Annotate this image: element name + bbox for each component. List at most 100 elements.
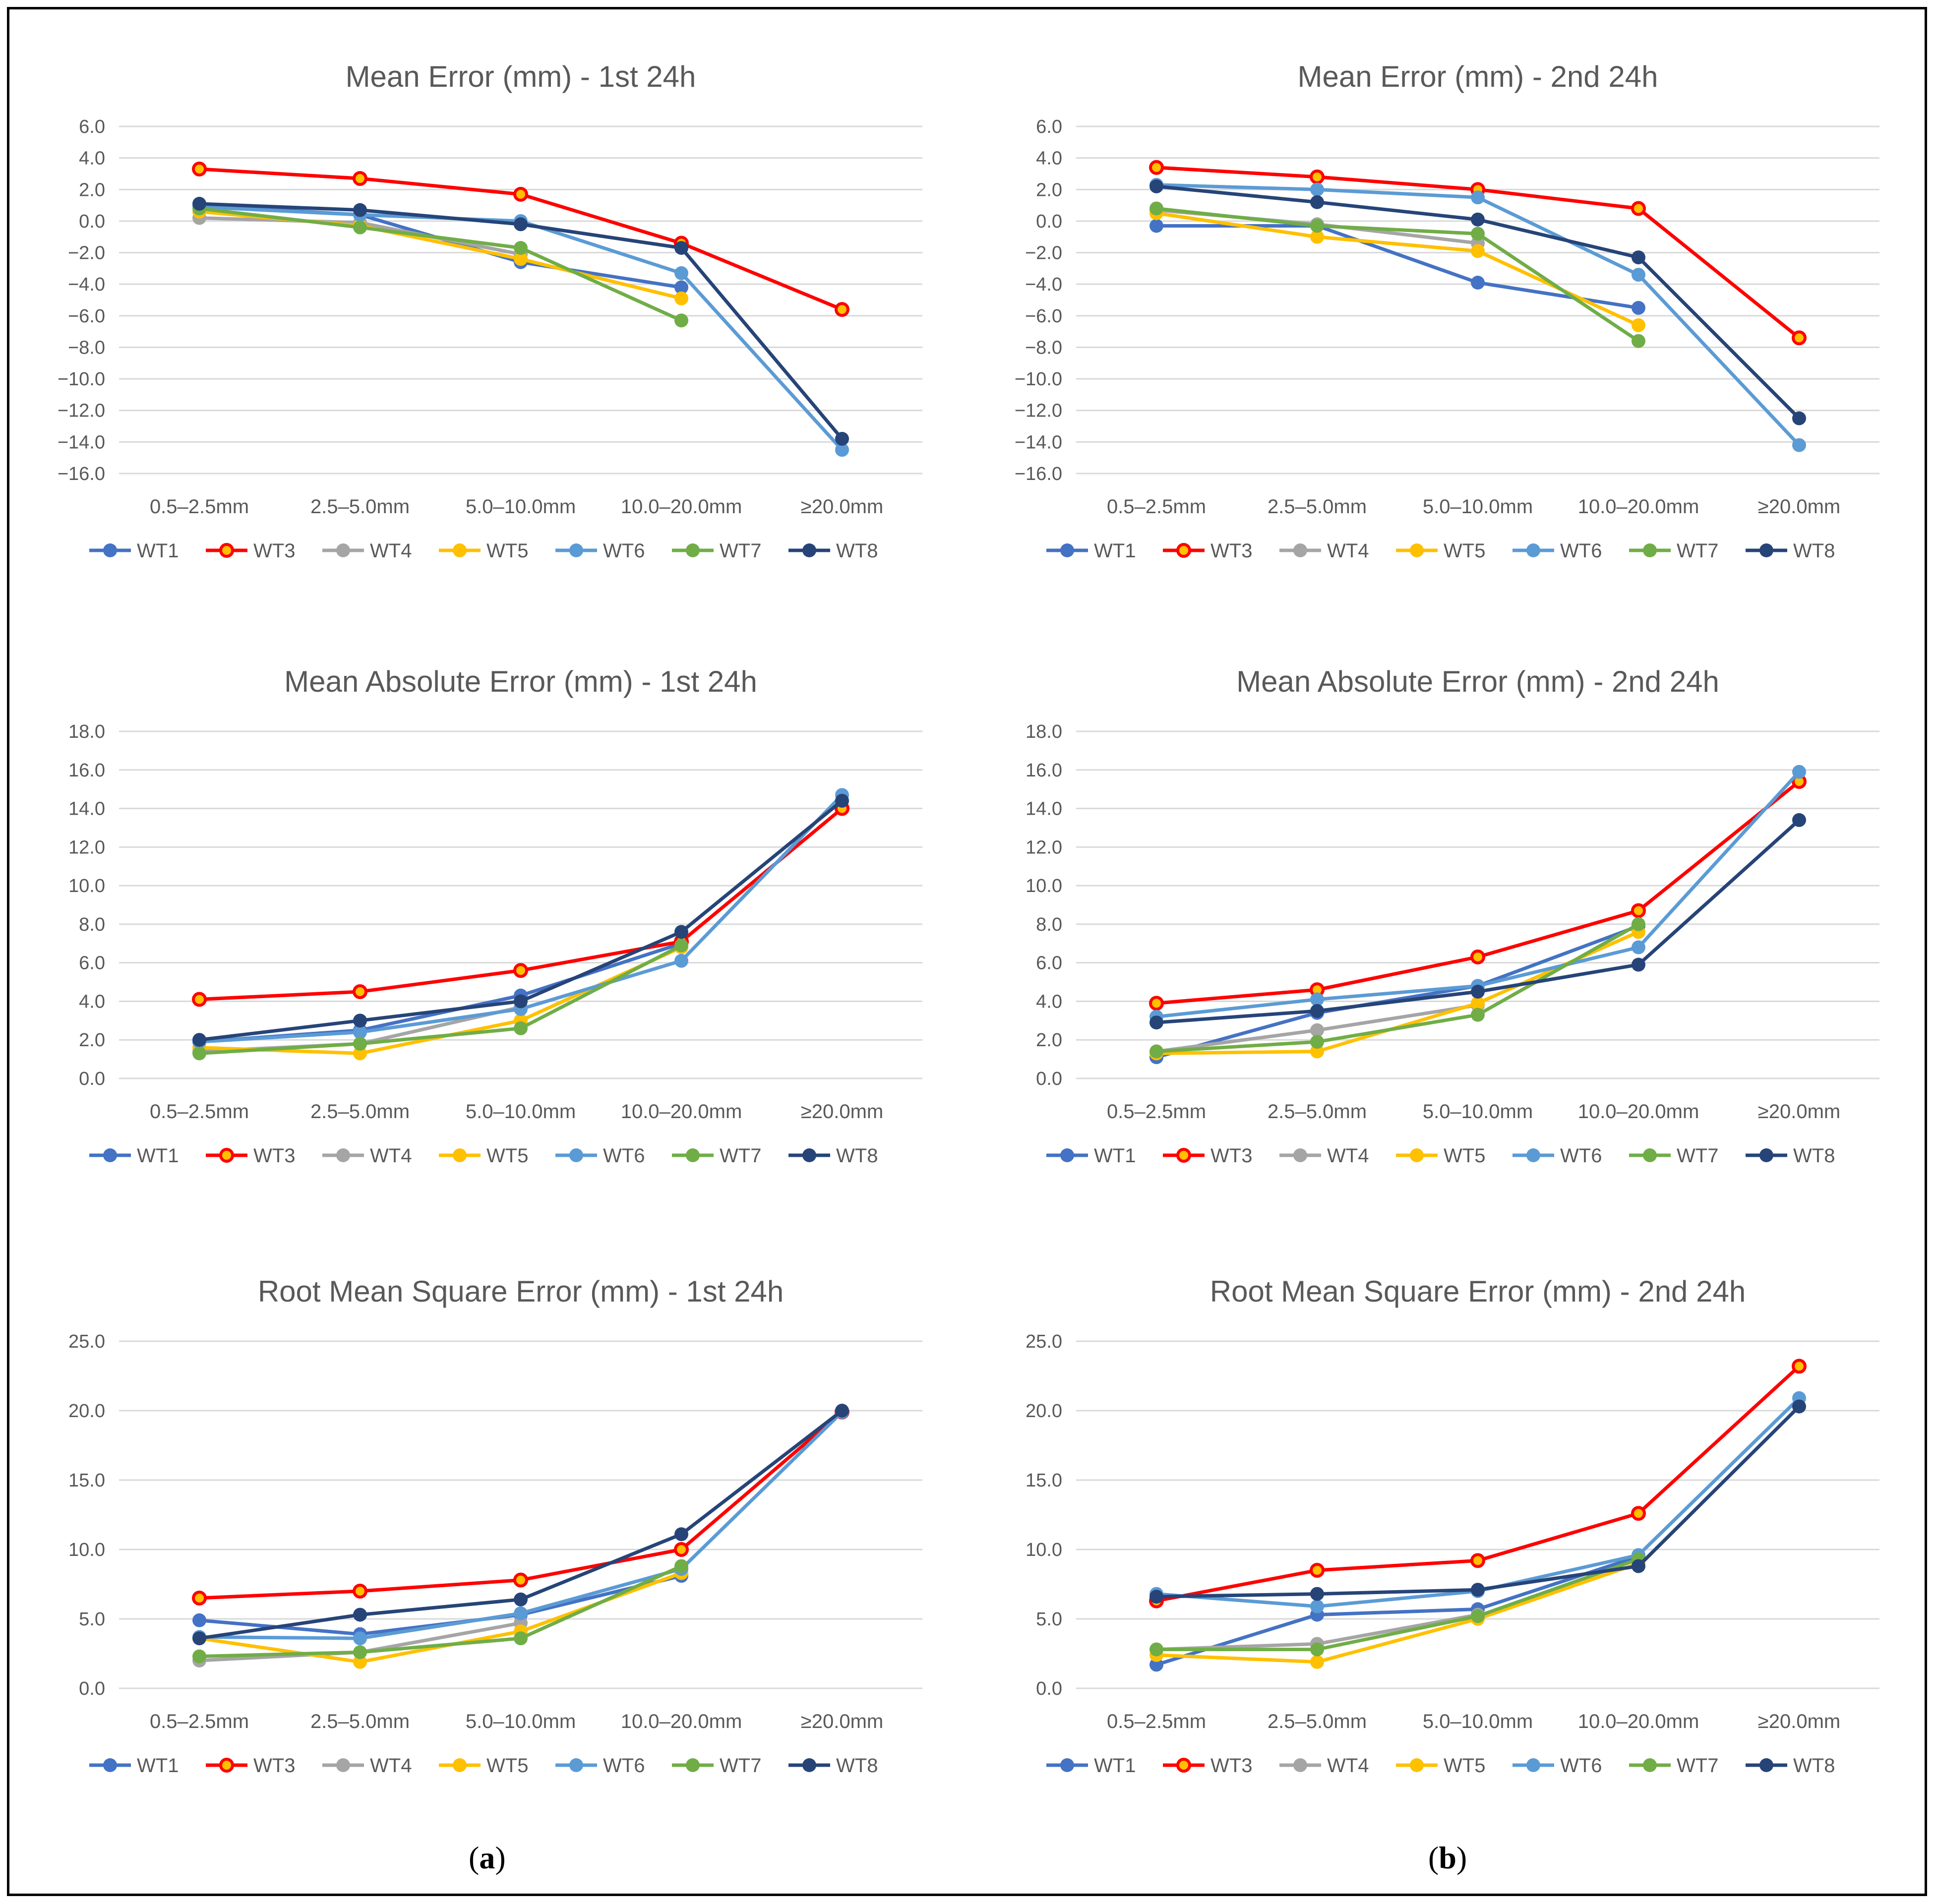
data-point-wt7 [674, 313, 688, 328]
legend-item-wt6: WT6 [555, 540, 645, 562]
data-point-wt7 [1471, 1609, 1485, 1623]
data-point-wt6 [1310, 992, 1324, 1007]
series-line-wt5 [1156, 1561, 1639, 1664]
data-point-wt7 [1310, 1642, 1324, 1657]
x-axis: 0.5–2.5mm 2.5–5.0mm 5.0–10.0mm 10.0–20.0mm ≥… [1107, 496, 1840, 518]
data-point-wt6 [1792, 765, 1806, 779]
series-wt6 [192, 788, 849, 1049]
legend-item-wt7: WT7 [1629, 1755, 1718, 1777]
legend-item-wt4: WT4 [322, 540, 412, 562]
legend-item-wt1: WT1 [89, 1755, 179, 1777]
legend-label: WT8 [1793, 1145, 1835, 1167]
legend-marker [569, 1758, 583, 1772]
data-point-wt8 [1632, 957, 1645, 972]
legend-item-wt4: WT4 [322, 1755, 412, 1777]
legend-label: WT8 [836, 1755, 878, 1777]
legend-label: WT4 [1327, 1145, 1369, 1167]
x-tick-label: 10.0–20.0mm [1578, 1101, 1699, 1123]
legend-marker [802, 1758, 816, 1772]
y-tick-label: 0.0 [79, 1069, 105, 1089]
data-point-wt5 [1471, 996, 1485, 1011]
series-wt7 [1150, 917, 1645, 1059]
chart-mean-error-2nd-24h: Mean Error (mm) - 2nd 24h 6.0 4.0 2.0 0.0 −2.… [1015, 60, 1879, 562]
data-point-wt6 [1632, 940, 1645, 954]
x-tick-label: 5.0–10.0mm [466, 496, 576, 518]
legend-marker [103, 1148, 117, 1162]
y-tick-label: 12.0 [68, 837, 105, 858]
data-point-wt5 [514, 252, 528, 266]
legend-marker [103, 1758, 117, 1772]
x-tick-label: ≥20.0mm [801, 1101, 883, 1123]
y-tick-label: 15.0 [68, 1470, 105, 1491]
y-tick-label: 0.0 [1036, 1069, 1062, 1089]
data-point-wt8 [674, 241, 688, 255]
legend-marker [1526, 543, 1540, 557]
x-axis: 0.5–2.5mm 2.5–5.0mm 5.0–10.0mm 10.0–20.0mm ≥… [150, 496, 883, 518]
data-point-wt7 [1471, 227, 1485, 241]
x-tick-label: 0.5–2.5mm [1107, 1101, 1206, 1123]
legend-label: WT5 [486, 1755, 528, 1777]
data-point-wt8 [1471, 985, 1485, 999]
data-point-wt8 [1792, 813, 1806, 827]
data-point-wt3 [1792, 1359, 1807, 1374]
x-axis: 0.5–2.5mm 2.5–5.0mm 5.0–10.0mm 10.0–20.0mm ≥… [150, 1101, 883, 1123]
y-tick-label: −14.0 [1015, 432, 1062, 453]
y-tick-label: −14.0 [58, 432, 105, 453]
x-tick-label: 2.5–5.0mm [310, 496, 410, 518]
legend-label: WT6 [1560, 540, 1602, 562]
y-tick-label: −16.0 [1015, 464, 1062, 484]
data-point-wt5 [1632, 318, 1645, 332]
legend-item-wt6: WT6 [1512, 540, 1602, 562]
legend-label: WT3 [1210, 1145, 1252, 1167]
y-tick-label: 12.0 [1026, 837, 1062, 858]
series-wt3 [192, 801, 849, 1007]
x-tick-label: ≥20.0mm [801, 496, 883, 518]
legend-label: WT3 [253, 1755, 295, 1777]
series-line-wt7 [1156, 1557, 1639, 1652]
legend-label: WT7 [720, 540, 761, 562]
legend-marker [336, 1758, 350, 1772]
legend-label: WT7 [1677, 1755, 1718, 1777]
x-tick-label: 10.0–20.0mm [621, 1101, 742, 1123]
y-tick-label: 4.0 [1036, 991, 1062, 1012]
legend-marker [686, 1758, 700, 1772]
x-tick-label: 0.5–2.5mm [150, 1711, 249, 1732]
legend-item-wt3: WT3 [1163, 540, 1252, 562]
legend-marker [686, 1148, 700, 1162]
y-tick-label: 16.0 [1026, 760, 1062, 781]
y-tick-label: 14.0 [1026, 799, 1062, 820]
series-line-wt3 [1156, 780, 1801, 1005]
data-point-wt7 [674, 1559, 688, 1573]
y-tick-label: 2.0 [1036, 1030, 1062, 1051]
data-point-wt3 [1470, 1553, 1485, 1568]
data-point-wt3 [353, 1584, 367, 1599]
legend-marker [802, 1148, 816, 1162]
y-tick-label: 15.0 [1026, 1470, 1062, 1491]
data-point-wt3 [1149, 996, 1164, 1011]
data-point-wt3 [192, 1591, 207, 1606]
y-tick-label: 10.0 [68, 1540, 105, 1560]
x-axis: 0.5–2.5mm 2.5–5.0mm 5.0–10.0mm 10.0–20.0mm ≥… [1107, 1101, 1840, 1123]
y-tick-label: −16.0 [58, 464, 105, 484]
panel-label-a: (a) [469, 1840, 506, 1875]
legend-item-wt1: WT1 [1046, 1755, 1136, 1777]
data-point-wt7 [353, 1645, 367, 1660]
data-point-wt8 [1632, 1559, 1645, 1573]
x-tick-label: 5.0–10.0mm [466, 1711, 576, 1732]
legend-marker [219, 1148, 234, 1163]
x-tick-label: 10.0–20.0mm [1578, 1711, 1699, 1732]
data-point-wt8 [1150, 179, 1163, 193]
x-tick-label: 5.0–10.0mm [1423, 1711, 1533, 1732]
series-line-wt7 [199, 944, 682, 1055]
x-tick-label: ≥20.0mm [1758, 1101, 1840, 1123]
legend-item-wt7: WT7 [1629, 540, 1718, 562]
legend-label: WT6 [603, 1755, 645, 1777]
legend-item-wt8: WT8 [1746, 1145, 1835, 1167]
data-point-wt7 [674, 938, 688, 952]
series-wt8 [1150, 179, 1806, 425]
data-point-wt5 [1471, 244, 1485, 258]
data-point-wt3 [1470, 950, 1485, 964]
series-line-wt7 [199, 206, 682, 322]
y-axis: 6.0 4.0 2.0 0.0 −2.0 −4.0 −6.0 −8.0 −10.0 −12.0 −1… [1015, 117, 1879, 484]
legend-label: WT5 [1444, 1145, 1485, 1167]
